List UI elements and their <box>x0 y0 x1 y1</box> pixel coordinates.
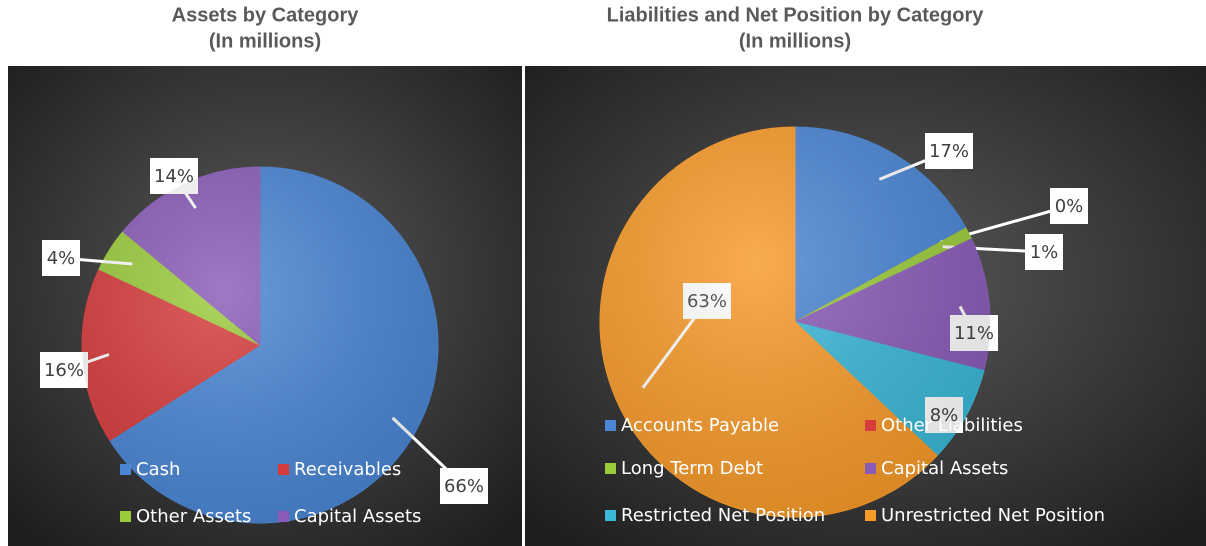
legend-label: Restricted Net Position <box>621 505 825 526</box>
data-label: 0% <box>1055 196 1084 217</box>
legend-label: Accounts Payable <box>621 415 779 436</box>
legend-swatch <box>605 420 616 431</box>
data-label: 63% <box>687 291 727 312</box>
legend-swatch <box>605 510 616 521</box>
legend-swatch <box>278 511 289 522</box>
data-label: 14% <box>154 166 194 187</box>
legend-swatch <box>605 463 616 474</box>
data-label: 17% <box>929 141 969 162</box>
legend-swatch <box>120 511 131 522</box>
data-label: 11% <box>954 323 994 344</box>
data-label: 16% <box>44 360 84 381</box>
legend-swatch <box>865 420 876 431</box>
legend-label: Capital Assets <box>881 458 1008 479</box>
legend-swatch <box>865 510 876 521</box>
legend-label: Receivables <box>294 459 401 480</box>
legend-swatch <box>278 464 289 475</box>
legend-swatch <box>120 464 131 475</box>
legend-label: Unrestricted Net Position <box>881 505 1105 526</box>
legend-swatch <box>865 463 876 474</box>
chart-title: Liabilities and Net Position by Category <box>607 4 985 26</box>
data-label: 4% <box>47 248 76 269</box>
legend-label: Other Assets <box>136 506 251 527</box>
legend-label: Long Term Debt <box>621 458 763 479</box>
chart-subtitle: (In millions) <box>209 30 321 52</box>
data-label: 1% <box>1030 242 1059 263</box>
data-label: 66% <box>444 476 484 497</box>
legend-label: Other Liabilities <box>881 415 1023 436</box>
label-box <box>440 468 488 504</box>
label-box <box>1025 234 1063 270</box>
label-box <box>42 240 80 276</box>
legend-label: Cash <box>136 459 180 480</box>
legend-label: Capital Assets <box>294 506 421 527</box>
label-box <box>1050 188 1088 224</box>
chart-title: Assets by Category <box>172 4 360 26</box>
label-box <box>40 352 88 388</box>
chart-subtitle: (In millions) <box>739 30 851 52</box>
